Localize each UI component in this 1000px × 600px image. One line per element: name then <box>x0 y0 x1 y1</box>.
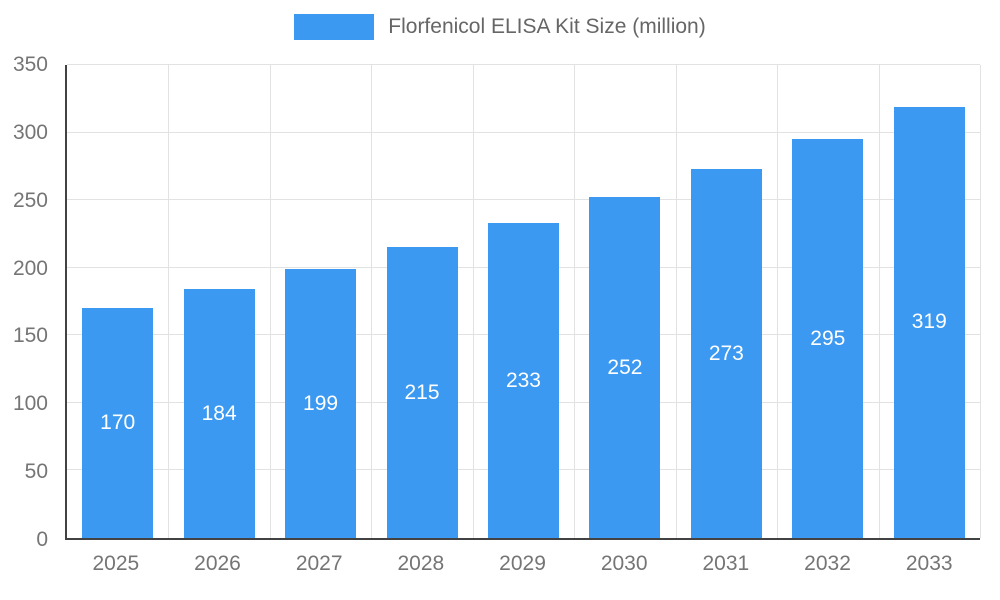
x-axis-tick-label: 2031 <box>702 552 750 575</box>
bar-value-label: 252 <box>607 355 643 379</box>
h-gridline <box>67 131 980 133</box>
y-axis-tick-label: 0 <box>36 528 48 551</box>
v-gridline <box>675 65 677 538</box>
plot-area: 170 184 199 215 233 252 273 295 319 <box>65 64 981 540</box>
y-axis-tick-label: 100 <box>12 392 48 416</box>
x-axis-tick-label: 2029 <box>499 552 546 575</box>
h-gridline <box>67 199 980 201</box>
bar[interactable]: 170 <box>82 308 154 538</box>
bar[interactable]: 215 <box>386 247 458 538</box>
legend-item[interactable]: Florfenicol ELISA Kit Size (million) <box>294 14 706 40</box>
bar-value-label: 215 <box>404 380 440 404</box>
y-axis-tick-label: 250 <box>12 188 48 212</box>
bar-slot: 199 <box>270 65 371 538</box>
bar[interactable]: 233 <box>487 223 559 538</box>
x-axis-tick-label: 2027 <box>295 552 343 575</box>
v-gridline <box>777 65 779 538</box>
x-axis-tick-label: 2028 <box>397 552 445 575</box>
v-gridline <box>168 65 170 538</box>
bar-value-label: 170 <box>100 411 136 435</box>
legend: Florfenicol ELISA Kit Size (million) <box>0 14 1000 40</box>
y-axis-tick-label: 50 <box>24 460 48 484</box>
x-axis-tick-label: 2026 <box>194 552 241 575</box>
y-axis-tick-label: 150 <box>12 324 48 348</box>
bar-slot: 295 <box>777 65 878 538</box>
x-axis-tick-label: 2025 <box>92 552 140 575</box>
v-gridline <box>574 65 576 538</box>
bar-slot: 233 <box>473 65 574 538</box>
bar[interactable]: 273 <box>690 169 762 538</box>
bar[interactable]: 295 <box>792 139 864 538</box>
bar[interactable]: 184 <box>183 289 255 538</box>
x-axis-tick-label: 2032 <box>804 552 851 575</box>
y-axis-tick-label: 350 <box>12 53 48 76</box>
bar[interactable]: 252 <box>589 197 661 538</box>
bar[interactable]: 319 <box>893 106 965 538</box>
y-axis-labels: 0 50 100 150 200 250 300 350 <box>0 53 56 551</box>
legend-label: Florfenicol ELISA Kit Size (million) <box>388 15 706 38</box>
legend-swatch-icon <box>294 14 375 40</box>
y-axis-tick-label: 300 <box>12 120 48 144</box>
bar-slot: 319 <box>879 65 980 538</box>
h-gridline <box>67 64 980 65</box>
v-gridline <box>980 65 981 538</box>
bar-value-label: 199 <box>303 391 339 415</box>
bar-slot: 170 <box>67 65 168 538</box>
v-gridline <box>878 65 880 538</box>
v-gridline <box>472 65 474 538</box>
bar-slot: 273 <box>676 65 777 538</box>
bar-value-label: 184 <box>201 401 237 425</box>
x-axis-tick-label: 2030 <box>600 552 648 575</box>
bar-value-label: 295 <box>810 326 846 350</box>
bar-value-label: 233 <box>505 368 541 392</box>
v-gridline <box>371 65 373 538</box>
bar-slot: 184 <box>168 65 269 538</box>
x-axis-labels: 2025 2026 2027 2028 2029 2030 2031 2032 2033 <box>65 552 980 576</box>
bar-value-label: 273 <box>708 341 744 365</box>
v-gridline <box>269 65 271 538</box>
bar[interactable]: 199 <box>285 269 357 538</box>
bar-slot: 215 <box>371 65 472 538</box>
x-axis-tick-label: 2033 <box>905 552 953 575</box>
bar-value-label: 319 <box>911 310 947 334</box>
bar-slot: 252 <box>574 65 675 538</box>
y-axis-tick-label: 200 <box>12 256 48 280</box>
